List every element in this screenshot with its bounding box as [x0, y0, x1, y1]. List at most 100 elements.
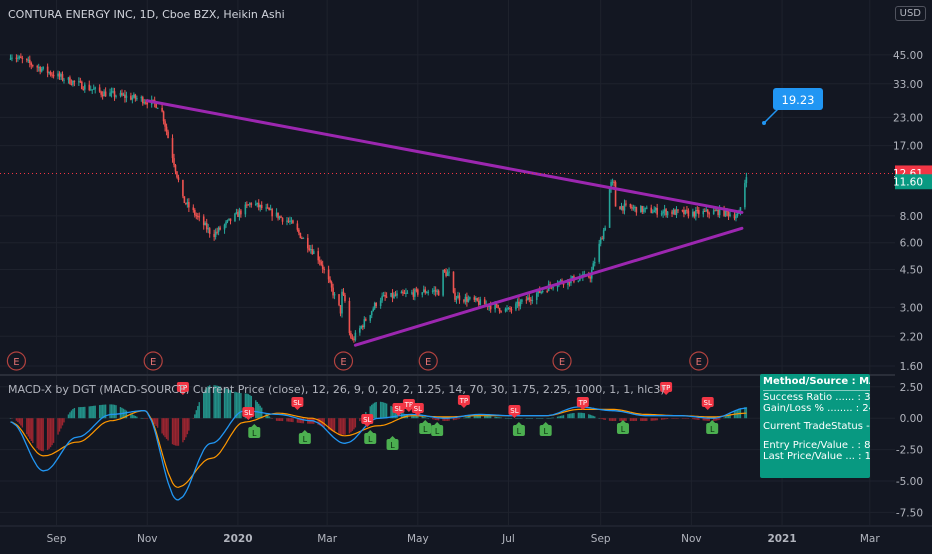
candle-body [72, 80, 74, 85]
stats-row-entry: Entry Price/Value . : 8.2880 [763, 440, 870, 451]
macd-histogram-bar [562, 415, 565, 419]
macd-histogram-bar [101, 404, 104, 419]
macd-histogram-bar [372, 403, 374, 419]
candle-body [332, 287, 334, 296]
candle-body [424, 289, 427, 293]
macd-histogram-bar [695, 418, 697, 420]
macd-histogram-bar [539, 418, 541, 419]
macd-histogram-bar [216, 385, 218, 419]
long-label: L [543, 427, 548, 436]
candle-body [141, 97, 144, 104]
candle-body [81, 81, 83, 89]
candle-body [57, 73, 59, 77]
macd-histogram-bar [582, 412, 584, 419]
candle-body [495, 304, 498, 306]
long-marker [248, 427, 261, 438]
macd-histogram-bar [214, 385, 217, 419]
sl-marker [242, 407, 255, 417]
candle-body [281, 217, 284, 222]
candle-body [61, 74, 64, 80]
long-label: L [390, 441, 395, 450]
candle-body [715, 209, 718, 211]
macd-histogram-bar [292, 418, 294, 423]
macd-histogram-bar [714, 418, 716, 421]
macd-histogram-bar [330, 418, 333, 431]
macd-histogram-bar [577, 412, 580, 419]
candle-body [176, 171, 178, 178]
long-pointer [515, 422, 522, 425]
tp-pointer [179, 392, 186, 395]
candle-body [500, 311, 502, 313]
candle-body [195, 215, 198, 217]
macd-histogram-bar [78, 407, 80, 419]
candle-body [333, 294, 336, 296]
candle-body [353, 339, 355, 341]
candle-body [538, 289, 541, 293]
candle-body [146, 102, 149, 105]
candle-body [592, 263, 595, 270]
macd-histogram-bar [488, 416, 490, 419]
price-tick: 6.00 [900, 238, 923, 250]
macd-histogram-bar [478, 415, 480, 419]
macd-histogram-bar [26, 418, 28, 435]
macd-histogram-bar [290, 418, 293, 422]
stats-table: Method/Source : MACD-SOU Success Ratio .… [760, 374, 870, 478]
candle-body [278, 216, 281, 219]
currency-button[interactable]: USD [894, 6, 926, 21]
candle-body [436, 290, 438, 292]
candle-body [307, 237, 309, 249]
macd-histogram-bar [143, 418, 145, 419]
candle-body [202, 216, 205, 226]
indicator-label[interactable]: MACD-X by DGT (MACD-SOURCE, Current Pric… [8, 383, 665, 396]
price-axis[interactable]: 45.00 33.00 23.00 17.00 8.00 6.00 4.50 3.00 2.20… [0, 50, 932, 520]
macd-histogram-bar [540, 418, 542, 419]
candle-body [354, 332, 357, 341]
candle-body [498, 307, 501, 312]
sl-pointer [245, 417, 252, 420]
candle-body [301, 238, 303, 240]
macd-histogram-bar [42, 418, 44, 452]
sl-pointer [294, 407, 301, 410]
macd-histogram-bar [9, 418, 12, 419]
macd-histogram-bar [552, 417, 554, 419]
candle-body [257, 202, 260, 208]
candle-body [256, 202, 259, 205]
macd-histogram-bar [729, 413, 731, 419]
macd-histogram-bar [559, 415, 562, 419]
macd-histogram-bar [268, 416, 270, 419]
time-axis[interactable]: Sep Nov 2020 Mar May Jul Sep Nov 2021 Mar [0, 525, 932, 545]
macd-histogram-bar [91, 406, 93, 419]
candle-body [687, 210, 690, 217]
macd-histogram-bar [185, 418, 187, 438]
candle-body [26, 58, 28, 60]
macd-histogram-bar [635, 418, 638, 421]
macd-histogram-bar [599, 418, 602, 419]
macd-histogram-bar [110, 404, 113, 419]
macd-histogram-bar [379, 401, 382, 419]
trendlines[interactable] [145, 99, 744, 347]
sl-marker [701, 397, 714, 407]
macd-histogram-bar [70, 410, 73, 419]
candle-body [78, 81, 80, 83]
candle-body [599, 238, 602, 244]
candle-body [620, 205, 623, 210]
candle-body [15, 57, 18, 59]
macd-histogram-bar [466, 416, 468, 419]
candle-body [321, 264, 324, 269]
stats-row-status: Current TradeStatus - InTrad [763, 421, 870, 432]
stats-row-gainloss: Gain/Loss % ........ : 249%, I [763, 403, 870, 414]
candle-body [91, 89, 94, 91]
candle-body [164, 121, 166, 127]
macd-histogram-bar [329, 418, 331, 431]
candle-body [348, 300, 351, 333]
macd-histogram-bar [381, 402, 383, 419]
candle-body [31, 65, 34, 67]
candle-body [42, 66, 44, 69]
candle-body [339, 305, 342, 314]
long-marker [364, 433, 377, 444]
macd-histogram-bar [133, 415, 135, 419]
candle-body [260, 205, 263, 208]
macd-histogram-bar [537, 418, 539, 419]
macd-histogram-bar [371, 404, 373, 419]
